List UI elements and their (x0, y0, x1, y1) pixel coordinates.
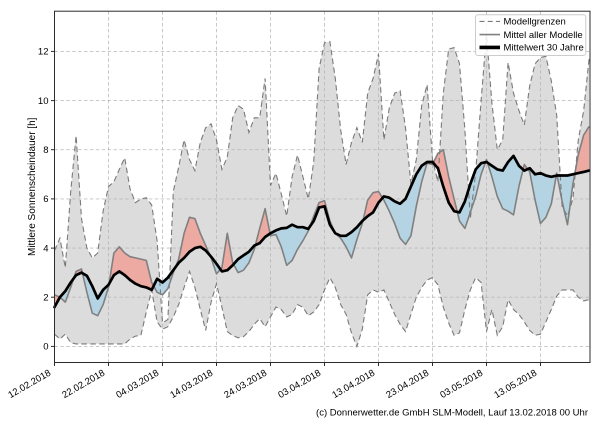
svg-text:10: 10 (38, 96, 49, 107)
svg-text:Modellgrenzen: Modellgrenzen (504, 17, 566, 28)
svg-text:12: 12 (38, 47, 49, 58)
svg-text:Mittelwert 30 Jahre: Mittelwert 30 Jahre (504, 43, 584, 54)
svg-text:Mittlere Sonnenscheindauer [h]: Mittlere Sonnenscheindauer [h] (27, 117, 38, 256)
svg-text:Mittel aller Modelle: Mittel aller Modelle (504, 30, 583, 41)
svg-text:8: 8 (43, 145, 48, 156)
svg-text:2: 2 (43, 293, 48, 304)
svg-text:4: 4 (43, 243, 48, 254)
svg-text:(c) Donnerwetter.de GmbH SLM-M: (c) Donnerwetter.de GmbH SLM-Modell, Lau… (316, 408, 588, 419)
svg-text:6: 6 (43, 194, 48, 205)
svg-text:0: 0 (43, 342, 48, 353)
